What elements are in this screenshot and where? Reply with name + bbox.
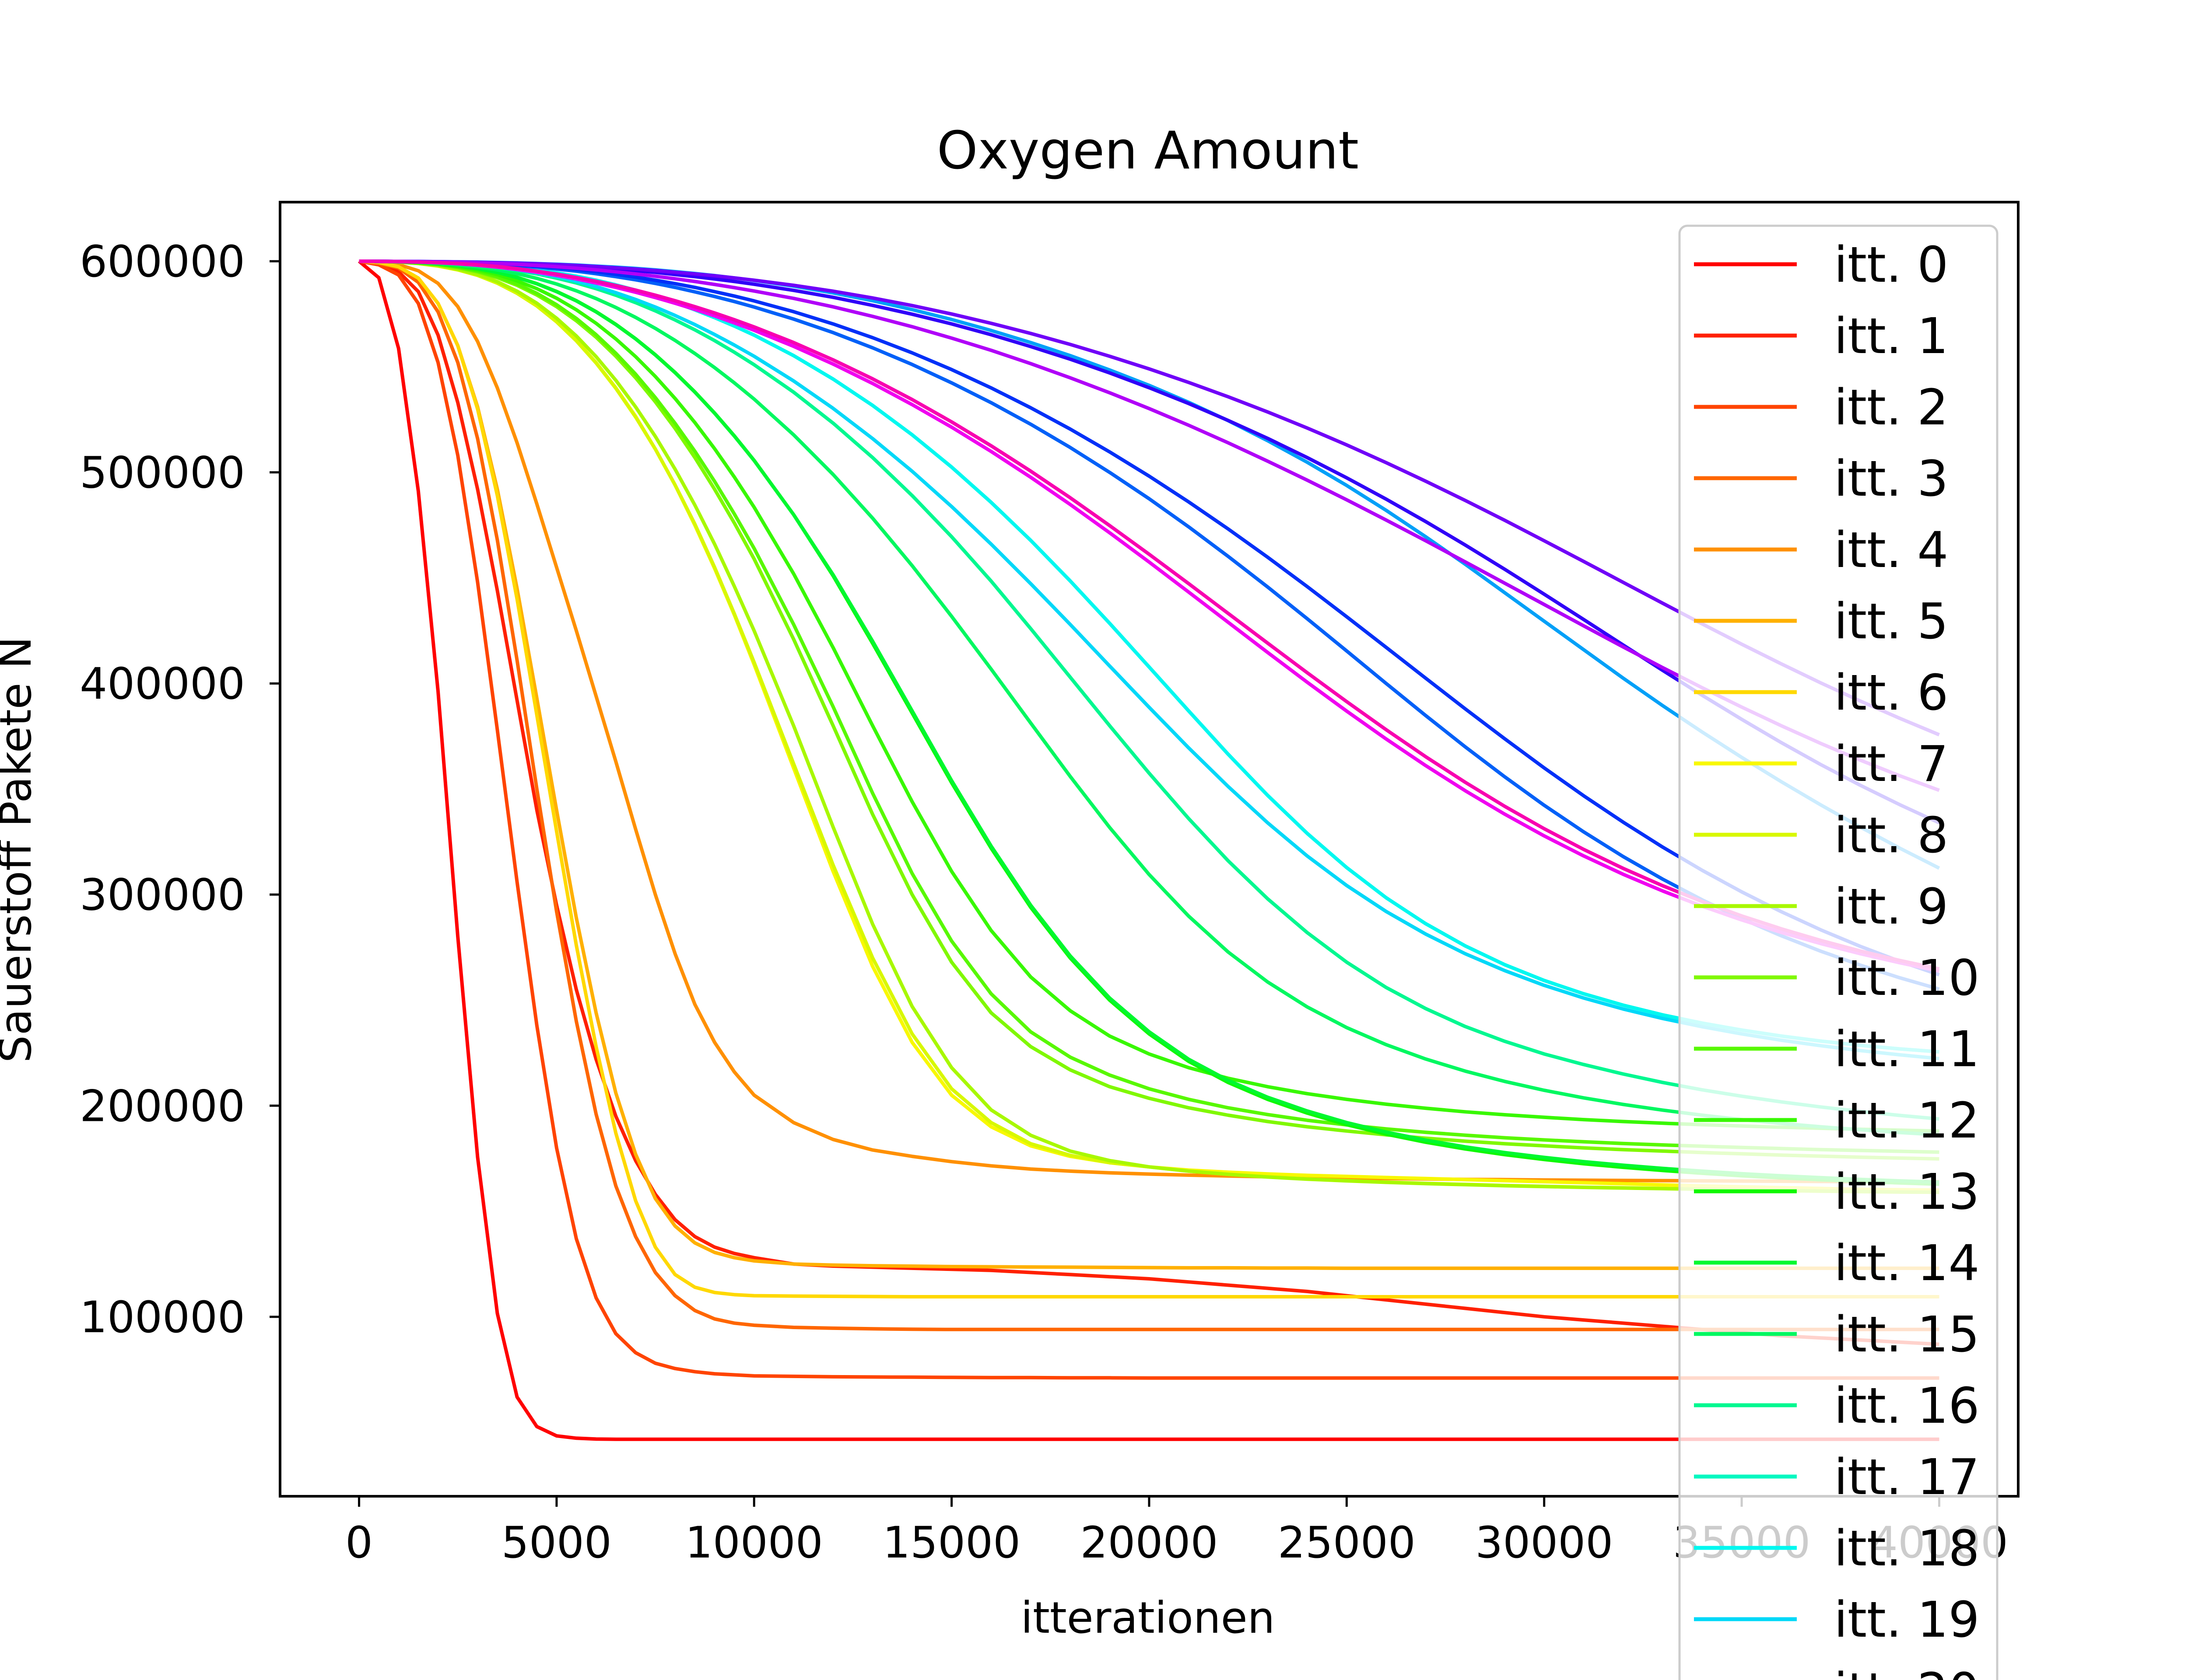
series-line-11	[359, 259, 1939, 1154]
legend-label: itt. 16	[1834, 1378, 1980, 1435]
legend-label: itt. 2	[1834, 379, 1948, 436]
legend-label: itt. 19	[1834, 1592, 1980, 1648]
x-tick-label: 15000	[883, 1518, 1020, 1568]
series-line-5	[359, 259, 1939, 1270]
legend-label: itt. 10	[1834, 950, 1980, 1007]
legend-label: itt. 13	[1834, 1164, 1980, 1221]
legend-label: itt. 17	[1834, 1449, 1980, 1506]
y-axis: 100000 200000 300000 400000 500000 600000	[80, 237, 280, 1343]
legend-box	[1678, 224, 1999, 1680]
series-line-0	[358, 260, 1939, 1441]
series-line-9	[359, 259, 1939, 1194]
series-line-1	[358, 259, 1939, 1346]
x-tick-label: 5000	[501, 1518, 612, 1568]
y-tick-label: 600000	[80, 237, 245, 287]
legend-label: itt. 0	[1834, 237, 1948, 294]
legend-label: itt. 9	[1834, 878, 1948, 935]
series-line-14	[359, 259, 1939, 1184]
legend-label: itt. 6	[1834, 665, 1948, 721]
series-line-12	[359, 259, 1939, 1133]
legend-label: itt. 7	[1834, 736, 1948, 793]
x-tick-label: 20000	[1080, 1518, 1218, 1568]
y-tick-label: 400000	[80, 659, 245, 709]
y-tick-label: 500000	[80, 448, 245, 498]
y-tick-label: 300000	[80, 870, 245, 920]
series-line-15	[359, 259, 1939, 1137]
chart-title: Oxygen Amount	[937, 121, 1359, 181]
series-line-6	[359, 259, 1939, 1298]
x-tick-label: 30000	[1475, 1518, 1613, 1568]
legend-label: itt. 11	[1834, 1021, 1980, 1078]
legend-label: itt. 12	[1834, 1092, 1980, 1149]
series-layer	[358, 259, 1940, 1441]
series-line-2	[358, 259, 1939, 1380]
series-line-25	[359, 259, 1940, 792]
x-axis-label: itterationen	[1021, 1593, 1275, 1643]
legend-label: itt. 15	[1834, 1306, 1980, 1363]
legend-label: itt. 18	[1834, 1520, 1980, 1577]
legend-label: itt. 4	[1834, 522, 1948, 579]
series-line-4	[359, 259, 1939, 1183]
x-tick-label: 0	[345, 1518, 373, 1568]
legend-label: itt. 20	[1834, 1663, 1980, 1680]
series-line-27	[359, 259, 1940, 971]
y-axis-label: Sauerstoff Pakete N	[0, 637, 41, 1063]
series-line-3	[359, 259, 1939, 1331]
y-tick-label: 100000	[80, 1292, 245, 1343]
legend-label: itt. 1	[1834, 308, 1948, 365]
y-tick-label: 200000	[80, 1081, 245, 1131]
legend-label: itt. 5	[1834, 593, 1948, 650]
legend: itt. 0 itt. 1 itt. 2 itt. 3 itt. 4 itt. 5 itt.…	[1678, 224, 1999, 1680]
x-tick-label: 25000	[1278, 1518, 1416, 1568]
legend-label: itt. 8	[1834, 807, 1948, 864]
x-tick-label: 10000	[685, 1518, 823, 1568]
legend-label: itt. 14	[1834, 1235, 1980, 1292]
legend-label: itt. 3	[1834, 451, 1948, 508]
